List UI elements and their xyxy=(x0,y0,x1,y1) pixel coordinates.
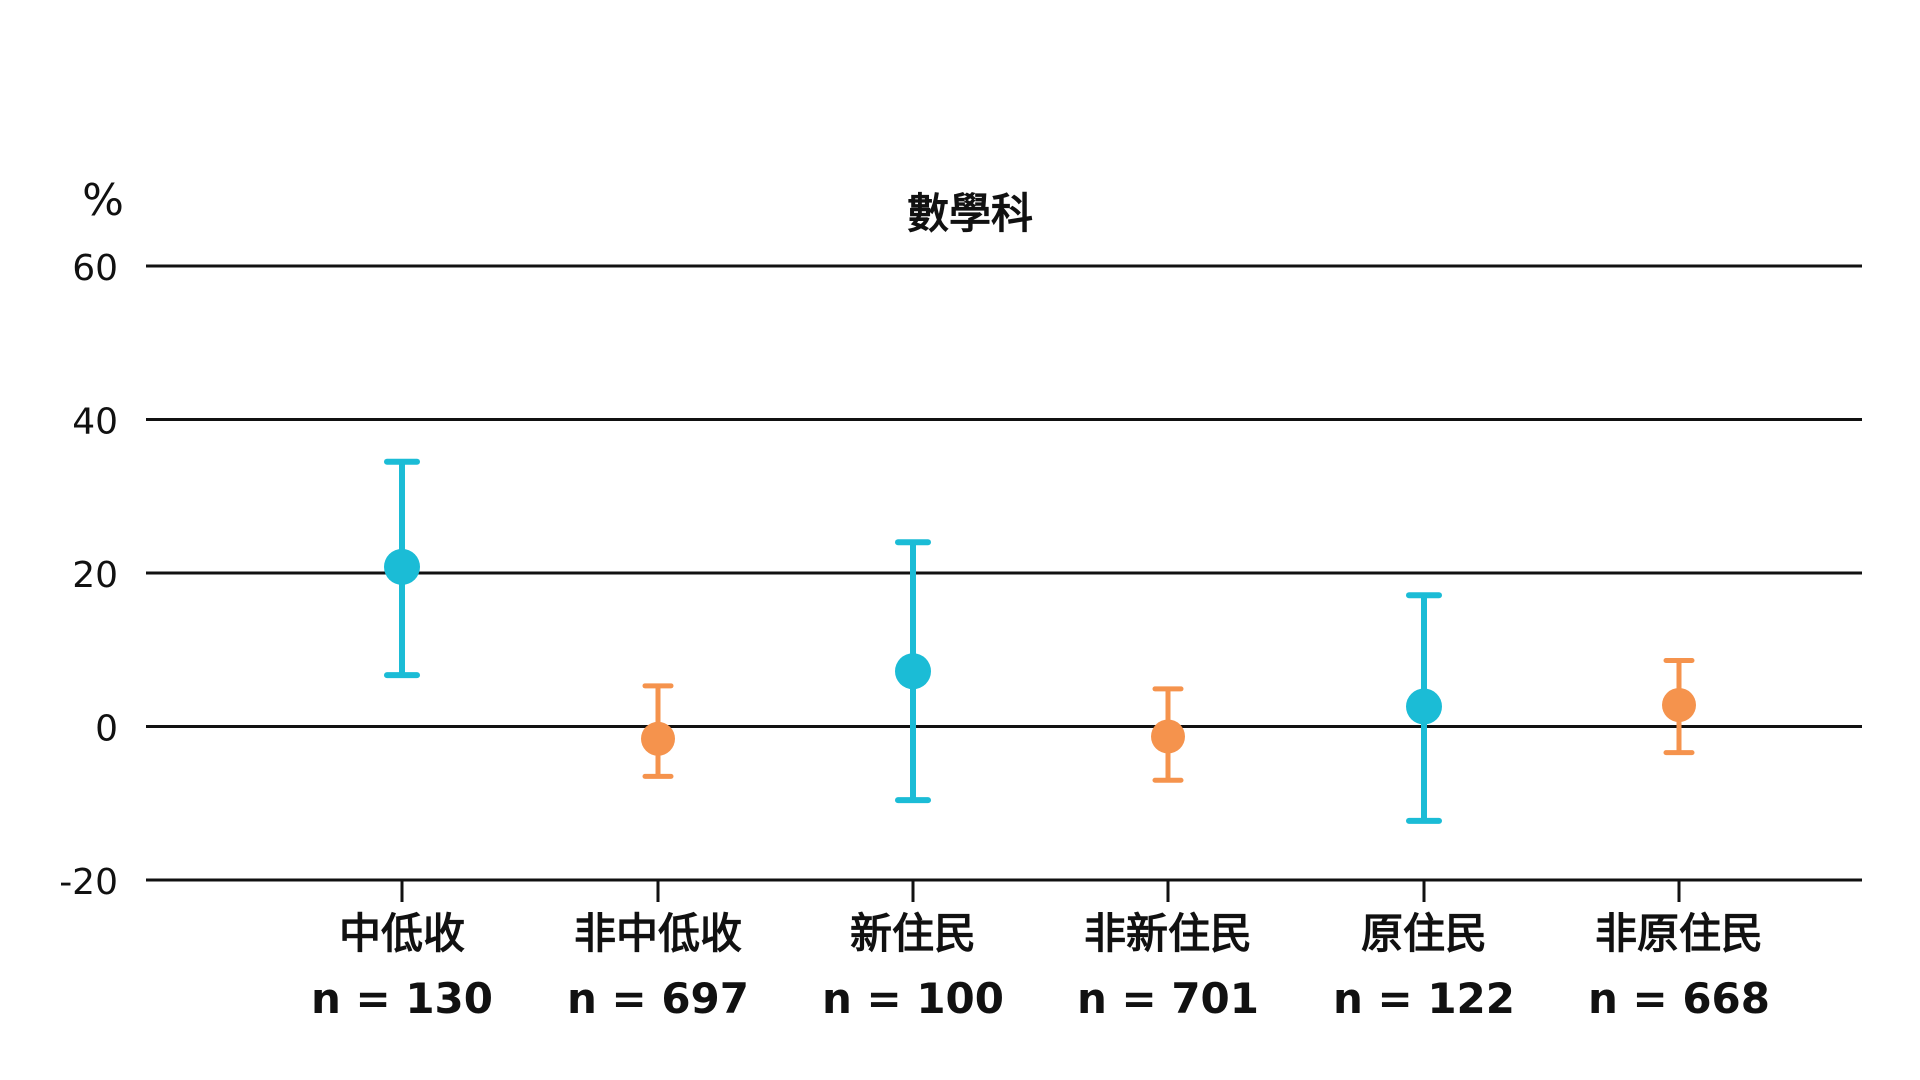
y-tick-label: 0 xyxy=(95,709,118,750)
x-tick-marks xyxy=(400,880,1681,902)
sample-size-label: n = 701 xyxy=(1077,974,1259,1023)
chart-title: 數學科 xyxy=(907,189,1033,238)
sample-size-label: n = 668 xyxy=(1588,974,1770,1023)
data-point xyxy=(384,548,420,585)
sample-size-label: n = 130 xyxy=(311,974,493,1023)
data-point xyxy=(1151,719,1185,754)
data-point xyxy=(641,721,675,756)
sample-size-label: n = 697 xyxy=(567,974,749,1023)
y-tick-label: 60 xyxy=(72,248,118,289)
sample-size-label: n = 100 xyxy=(822,974,1004,1023)
category-label: 新住民 xyxy=(850,909,976,958)
data-point xyxy=(895,653,931,690)
y-tick-label: 20 xyxy=(72,555,118,596)
category-label: 原住民 xyxy=(1361,909,1487,958)
data-point xyxy=(1406,688,1442,725)
y-axis-unit: % xyxy=(82,175,124,226)
category-label: 非新住民 xyxy=(1084,909,1252,958)
category-label: 中低收 xyxy=(339,909,465,958)
data-point xyxy=(1662,688,1696,723)
category-label: 非中低收 xyxy=(574,909,742,958)
sample-size-label: n = 122 xyxy=(1333,974,1515,1023)
y-tick-labels: 60 40 20 0 -20 xyxy=(59,248,118,903)
error-bars xyxy=(384,458,1695,824)
data-points xyxy=(384,548,1696,756)
category-label: 非原住民 xyxy=(1595,909,1763,958)
category-labels: 中低收 n = 130 非中低收 n = 697 新住民 n = 100 非新住民 n = 7… xyxy=(311,909,1770,1023)
grid xyxy=(146,264,1862,882)
y-tick-label: -20 xyxy=(59,862,118,903)
y-tick-label: 40 xyxy=(72,402,118,443)
